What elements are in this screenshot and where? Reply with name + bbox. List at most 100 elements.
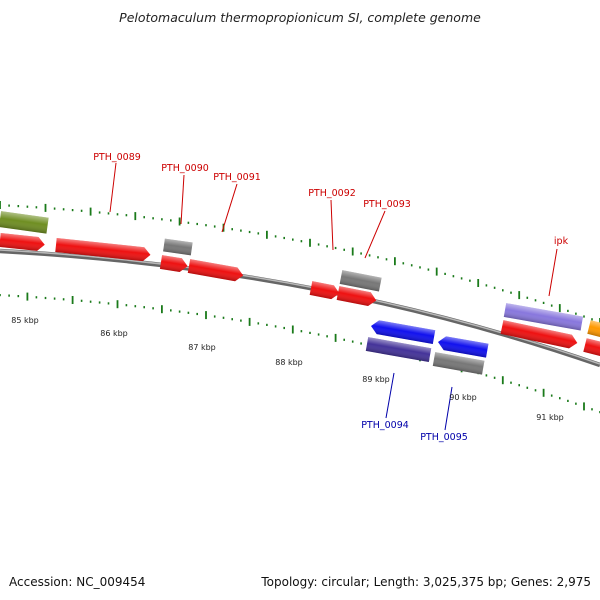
minor-tick [292,238,294,241]
minor-tick [351,340,354,343]
minor-tick [518,384,520,387]
label-pth-0094[interactable]: PTH_0094 [361,420,409,431]
major-tick [116,300,119,309]
scale-labels: 85 kbp 86 kbp 87 kbp 88 kbp 89 kbp 90 kb… [11,316,564,422]
minor-tick [248,230,251,234]
minor-tick [17,295,20,298]
label-pth-0090[interactable]: PTH_0090 [161,163,209,174]
minor-tick [231,318,233,321]
gene-pth-0094[interactable] [365,337,432,363]
minor-tick [402,262,405,265]
major-tick [309,238,311,247]
genome-backbone-highlight [0,249,600,365]
minor-tick [17,205,20,208]
major-tick [334,333,337,342]
major-tick [477,279,480,287]
gene-pth-0092[interactable] [309,281,341,300]
minor-tick [107,212,110,215]
label-pth-0091[interactable]: PTH_0091 [213,172,261,183]
minor-tick [53,207,56,210]
kbp-label: 88 kbp [275,358,303,367]
minor-tick [575,312,577,315]
gene-pth-0091-a[interactable] [159,255,189,273]
kbp-label: 89 kbp [362,375,390,384]
minor-tick [152,307,154,310]
minor-tick [222,316,225,319]
minor-tick [213,315,216,318]
gene-pth-0090[interactable] [163,238,193,256]
minor-tick [107,302,110,305]
minor-tick [187,221,190,224]
minor-tick [0,294,1,297]
minor-tick [53,297,56,300]
minor-tick [274,325,277,328]
major-tick [558,304,561,313]
major-tick [205,311,207,320]
gene-pth-0091[interactable] [187,259,245,282]
minor-tick [213,225,216,228]
minor-tick [591,408,593,411]
genome-summary-text: Topology: circular; Length: 3,025,375 bp… [260,575,591,589]
minor-tick [460,277,463,280]
minor-tick [98,211,101,214]
minor-tick [116,213,119,216]
map-title: Pelotomaculum thermopropionicum SI, comp… [119,10,481,25]
minor-tick [170,309,172,312]
minor-tick [575,402,577,405]
major-tick [518,291,521,300]
minor-tick [161,218,163,221]
major-tick [134,212,137,221]
genome-backbone [0,248,600,368]
kbp-label: 85 kbp [11,316,39,325]
minor-tick [283,326,285,330]
minor-tick [510,291,512,294]
gene-pth-0089[interactable] [55,238,151,262]
minor-tick [44,296,47,300]
gene-olive-left[interactable] [0,211,49,234]
gene-red-left[interactable] [0,233,45,252]
minor-tick [493,376,496,379]
gene-pth-0094-blue[interactable] [370,319,436,345]
label-pth-0089[interactable]: PTH_0089 [93,152,141,163]
gene-pth-0093-gray[interactable] [339,270,382,292]
gene-pth-0095[interactable] [432,352,485,375]
gene-red-right[interactable] [500,320,579,350]
label-group-forward: PTH_0089 PTH_0090 PTH_0091 PTH_0092 PTH_… [93,152,569,297]
major-tick [394,257,396,266]
minor-tick [550,304,553,307]
minor-tick [283,236,285,240]
major-tick [351,247,354,256]
label-ipk[interactable]: ipk [554,236,569,247]
minor-tick [510,381,512,384]
label-pth-0093[interactable]: PTH_0093 [363,199,411,210]
minor-tick [377,256,379,259]
minor-tick [125,304,128,307]
label-pth-0095[interactable]: PTH_0095 [420,432,468,443]
gene-pth-0093[interactable] [336,286,378,307]
label-group-reverse: PTH_0094 PTH_0095 [361,372,468,443]
major-tick [291,325,294,334]
gene-pth-0095-blue[interactable] [437,335,489,358]
minor-tick [559,397,561,400]
minor-tick [542,301,545,304]
gene-red-edge[interactable] [583,338,600,358]
minor-tick [143,306,145,309]
kbp-label: 91 kbp [536,413,564,422]
minor-tick [567,309,569,312]
minor-tick [62,298,65,301]
minor-tick [550,394,553,397]
minor-tick [309,331,311,334]
minor-tick [8,294,10,297]
label-pth-0092[interactable]: PTH_0092 [308,188,356,199]
minor-tick [231,228,233,231]
minor-tick [143,216,145,219]
minor-tick [35,206,38,209]
minor-tick [178,310,181,313]
minor-tick [469,279,471,282]
gene-ipk[interactable] [503,303,584,331]
minor-tick [534,299,537,302]
gene-orange-right[interactable] [587,320,600,339]
major-tick [44,203,47,212]
major-tick [266,230,268,239]
